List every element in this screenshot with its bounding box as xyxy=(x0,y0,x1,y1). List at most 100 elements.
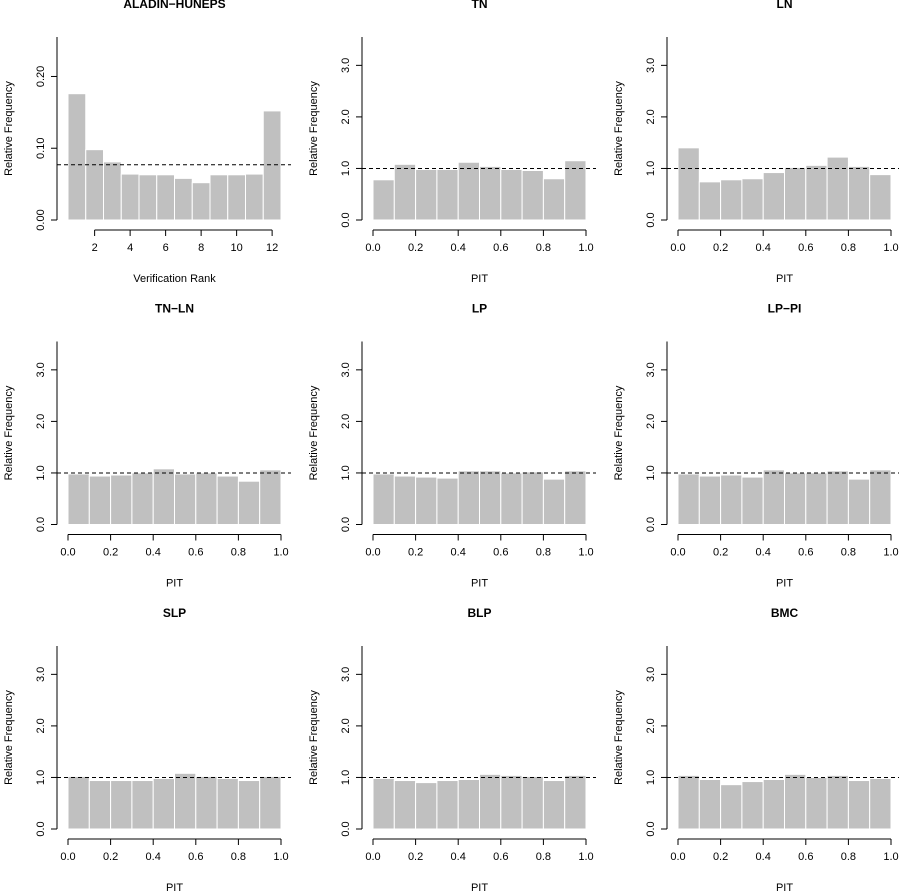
x-tick-label: 0.0 xyxy=(365,546,380,558)
panel: TN−LN 0.0 1.0 2.0 3.0 Relative Frequency 0.0 0.… xyxy=(3,302,291,589)
x-axis-label: PIT xyxy=(776,273,793,285)
y-axis-label: Relative Frequency xyxy=(308,385,320,480)
x-axis-label: PIT xyxy=(166,882,183,893)
panel-title: LP−PI xyxy=(768,302,802,316)
panel: ALADIN−HUNEPS 0.00 0.10 0.20 Relative Freque… xyxy=(3,0,291,285)
bar xyxy=(262,110,282,221)
y-tick-label: 0.0 xyxy=(645,821,657,836)
x-tick-label: 0.8 xyxy=(536,851,551,863)
x-tick-label: 0.0 xyxy=(670,546,685,558)
bar xyxy=(542,780,566,830)
y-tick-label: 0.0 xyxy=(340,517,352,532)
bar xyxy=(156,174,175,221)
bar xyxy=(67,473,90,525)
bar xyxy=(415,782,438,830)
bar xyxy=(393,780,417,830)
y-axis-label: Relative Frequency xyxy=(613,385,625,480)
panel-title: ALADIN−HUNEPS xyxy=(123,0,225,11)
y-axis-label: Relative Frequency xyxy=(308,81,320,176)
x-tick-label: 0.8 xyxy=(841,242,856,254)
bar xyxy=(847,165,871,221)
y-tick-label: 3.0 xyxy=(340,362,352,377)
bar xyxy=(436,168,459,221)
bar xyxy=(500,774,523,830)
bar xyxy=(698,475,722,525)
bar xyxy=(741,476,764,525)
y-tick-label: 0.20 xyxy=(35,66,47,87)
x-axis-label: PIT xyxy=(471,273,488,285)
x-tick-label: 0.2 xyxy=(103,546,118,558)
x-axis-label: PIT xyxy=(166,577,183,589)
x-tick-label: 10 xyxy=(231,242,243,254)
y-tick-label: 3.0 xyxy=(35,667,47,682)
y-tick-label: 1.0 xyxy=(35,465,47,480)
x-tick-label: 0.4 xyxy=(451,242,466,254)
bar xyxy=(85,149,104,221)
bar xyxy=(805,472,828,525)
bar xyxy=(152,777,175,830)
bar xyxy=(216,777,239,830)
bar xyxy=(479,165,502,221)
bar xyxy=(372,777,395,830)
y-tick-label: 3.0 xyxy=(645,667,657,682)
bar xyxy=(174,177,193,221)
x-tick-label: 0.2 xyxy=(713,242,728,254)
bar xyxy=(542,478,566,526)
bar xyxy=(500,472,523,525)
bar xyxy=(372,179,395,221)
x-tick-label: 0.8 xyxy=(231,546,246,558)
bar xyxy=(784,773,807,830)
panel: LN 0.0 1.0 2.0 3.0 Relative Frequency 0.0 0.2 0.… xyxy=(613,0,899,285)
bar xyxy=(521,471,544,526)
x-tick-label: 0.4 xyxy=(451,546,466,558)
bar xyxy=(479,470,502,525)
bar xyxy=(762,172,785,221)
x-tick-label: 0.4 xyxy=(756,242,771,254)
bar xyxy=(784,472,807,525)
y-tick-label: 2.0 xyxy=(340,718,352,733)
panel: BMC 0.0 1.0 2.0 3.0 Relative Frequency 0.0 0.2 0… xyxy=(613,606,899,893)
y-tick-label: 2.0 xyxy=(645,109,657,124)
y-tick-label: 0.0 xyxy=(35,517,47,532)
x-tick-label: 0.2 xyxy=(408,851,423,863)
x-axis-label: PIT xyxy=(776,882,793,893)
x-tick-label: 0.4 xyxy=(756,546,771,558)
bar xyxy=(741,178,764,221)
bar xyxy=(152,468,175,526)
x-tick-label: 0.8 xyxy=(841,546,856,558)
bar xyxy=(67,93,87,221)
bar xyxy=(88,780,112,830)
bar xyxy=(245,173,264,221)
bar xyxy=(120,173,140,221)
bar xyxy=(88,475,112,525)
bar xyxy=(720,179,743,221)
x-tick-label: 0.8 xyxy=(841,851,856,863)
bar xyxy=(564,470,587,525)
x-tick-label: 0.6 xyxy=(188,851,203,863)
bar xyxy=(436,780,459,830)
panel: LP−PI 0.0 1.0 2.0 3.0 Relative Frequency 0.0 0.… xyxy=(613,302,899,589)
bar xyxy=(131,780,154,830)
x-tick-label: 0.6 xyxy=(798,851,813,863)
bar xyxy=(847,478,871,526)
y-axis-label: Relative Frequency xyxy=(308,690,320,785)
x-axis-label: Verification Rank xyxy=(133,273,216,285)
x-tick-label: 0.2 xyxy=(408,546,423,558)
x-tick-label: 0.0 xyxy=(670,851,685,863)
x-axis-label: PIT xyxy=(776,577,793,589)
y-axis-label: Relative Frequency xyxy=(3,81,15,176)
bar xyxy=(138,174,158,221)
bar xyxy=(457,470,480,525)
bar xyxy=(174,473,197,525)
x-tick-label: 0.4 xyxy=(451,851,466,863)
bar xyxy=(457,161,480,221)
y-tick-label: 1.0 xyxy=(35,770,47,785)
bar xyxy=(110,780,133,830)
y-tick-label: 2.0 xyxy=(340,109,352,124)
bar xyxy=(259,469,282,525)
x-tick-label: 0.2 xyxy=(713,851,728,863)
panel-title: LN xyxy=(777,0,793,11)
y-tick-label: 3.0 xyxy=(35,362,47,377)
y-axis-label: Relative Frequency xyxy=(3,690,15,785)
